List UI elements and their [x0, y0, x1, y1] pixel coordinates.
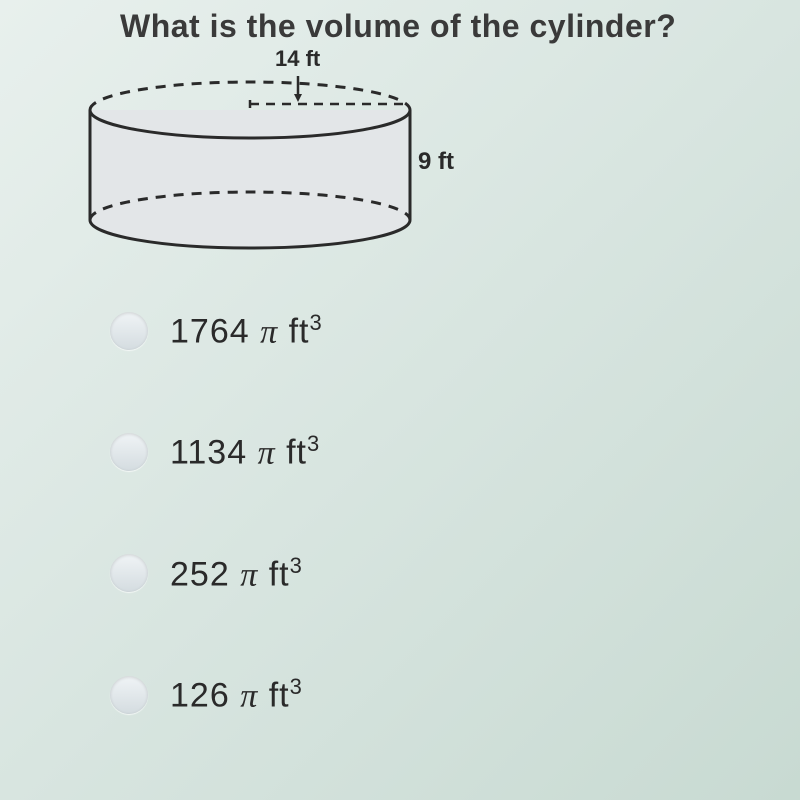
- unit: ft: [269, 555, 290, 593]
- option-row[interactable]: 252 π ft3: [110, 553, 323, 594]
- pi-symbol: π: [258, 435, 276, 472]
- unit: ft: [286, 434, 307, 472]
- option-value: 1134: [170, 434, 247, 472]
- option-text: 1134 π ft3: [170, 431, 320, 472]
- unit: ft: [289, 312, 310, 350]
- radio-button[interactable]: [110, 554, 148, 592]
- radio-button[interactable]: [110, 312, 148, 350]
- option-row[interactable]: 1134 π ft3: [110, 431, 323, 472]
- cylinder-diagram: [80, 70, 420, 250]
- pi-symbol: π: [240, 677, 258, 714]
- option-row[interactable]: 1764 π ft3: [110, 310, 323, 351]
- option-value: 252: [170, 555, 230, 593]
- unit-exponent: 3: [290, 674, 303, 699]
- radio-button[interactable]: [110, 676, 148, 714]
- option-text: 252 π ft3: [170, 553, 303, 594]
- unit-exponent: 3: [307, 431, 320, 456]
- question-text: What is the volume of the cylinder?: [120, 8, 676, 45]
- option-row[interactable]: 126 π ft3: [110, 674, 323, 715]
- radius-label: 14 ft: [275, 46, 320, 72]
- pi-symbol: π: [260, 313, 278, 350]
- unit: ft: [269, 676, 290, 714]
- option-text: 1764 π ft3: [170, 310, 323, 351]
- option-text: 126 π ft3: [170, 674, 303, 715]
- option-value: 126: [170, 676, 230, 714]
- height-label: 9 ft: [418, 148, 454, 176]
- option-value: 1764: [170, 312, 250, 350]
- unit-exponent: 3: [310, 310, 323, 335]
- unit-exponent: 3: [290, 553, 303, 578]
- radio-button[interactable]: [110, 433, 148, 471]
- options-list: 1764 π ft3 1134 π ft3 252 π ft3 126 π ft…: [110, 310, 323, 715]
- pi-symbol: π: [240, 556, 258, 593]
